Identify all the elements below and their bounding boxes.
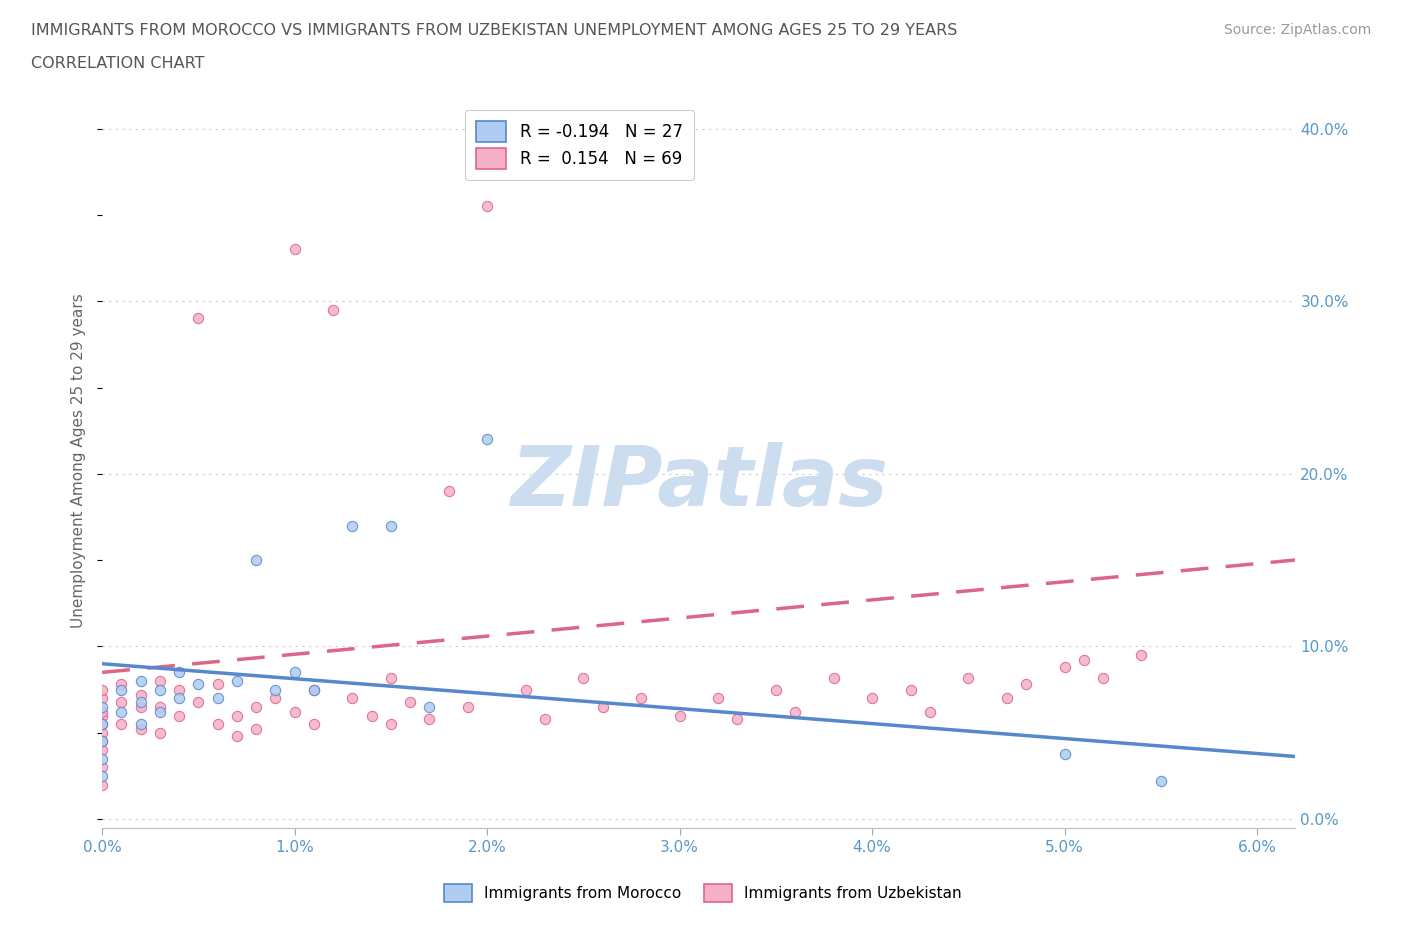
Point [110,695,132,710]
Point [110,717,132,732]
Point [187,311,209,325]
Point [129,722,152,737]
Point [245,722,267,737]
Text: IMMIGRANTS FROM MOROCCO VS IMMIGRANTS FROM UZBEKISTAN UNEMPLOYMENT AMONG AGES 25: IMMIGRANTS FROM MOROCCO VS IMMIGRANTS FR… [31,23,957,38]
Text: ZIPatlas: ZIPatlas [510,443,887,524]
Point [765,683,787,698]
Point [1150,774,1173,789]
Point [918,705,941,720]
Point [399,695,422,710]
Point [91,691,114,706]
Point [823,671,845,685]
Point [207,691,229,706]
Point [342,518,364,533]
Point [302,683,325,698]
Point [167,665,190,680]
Point [149,683,172,698]
Point [110,705,132,720]
Point [380,671,402,685]
Point [437,484,460,498]
Point [534,711,557,726]
Point [302,717,325,732]
Point [207,677,229,692]
Legend: R = -0.194   N = 27, R =  0.154   N = 69: R = -0.194 N = 27, R = 0.154 N = 69 [464,110,695,180]
Point [475,199,498,214]
Point [91,734,114,749]
Point [226,708,249,723]
Point [1053,659,1076,674]
Point [360,708,382,723]
Point [91,743,114,758]
Point [226,673,249,688]
Point [91,760,114,775]
Point [207,717,229,732]
Point [129,717,152,732]
Point [342,691,364,706]
Point [129,699,152,714]
Point [668,708,690,723]
Point [149,699,172,714]
Point [418,699,440,714]
Text: Source: ZipAtlas.com: Source: ZipAtlas.com [1223,23,1371,37]
Point [1053,746,1076,761]
Point [129,695,152,710]
Point [783,705,806,720]
Point [245,552,267,567]
Point [1091,671,1114,685]
Point [380,717,402,732]
Point [957,671,980,685]
Point [515,683,537,698]
Point [725,711,748,726]
Point [167,708,190,723]
Point [187,695,209,710]
Point [418,711,440,726]
Point [322,302,344,317]
Point [1130,647,1153,662]
Point [264,691,287,706]
Point [129,687,152,702]
Point [167,691,190,706]
Point [572,671,595,685]
Point [380,518,402,533]
Point [475,432,498,446]
Point [149,705,172,720]
Point [995,691,1018,706]
Point [630,691,652,706]
Point [91,725,114,740]
Point [592,699,614,714]
Point [226,729,249,744]
Point [129,673,152,688]
Point [110,683,132,698]
Point [264,683,287,698]
Point [91,717,114,732]
Point [110,677,132,692]
Point [91,768,114,783]
Point [91,734,114,749]
Text: CORRELATION CHART: CORRELATION CHART [31,56,204,71]
Point [284,705,307,720]
Point [91,699,114,714]
Point [1073,653,1095,668]
Point [91,777,114,792]
Point [284,665,307,680]
Point [167,683,190,698]
Point [900,683,922,698]
Y-axis label: Unemployment Among Ages 25 to 29 years: Unemployment Among Ages 25 to 29 years [72,294,86,629]
Point [91,683,114,698]
Point [91,717,114,732]
Point [302,683,325,698]
Point [860,691,883,706]
Point [91,708,114,723]
Point [707,691,730,706]
Point [245,699,267,714]
Point [284,242,307,257]
Legend: Immigrants from Morocco, Immigrants from Uzbekistan: Immigrants from Morocco, Immigrants from… [439,878,967,909]
Point [149,673,172,688]
Point [187,677,209,692]
Point [91,705,114,720]
Point [457,699,479,714]
Point [1015,677,1038,692]
Point [149,725,172,740]
Point [91,751,114,766]
